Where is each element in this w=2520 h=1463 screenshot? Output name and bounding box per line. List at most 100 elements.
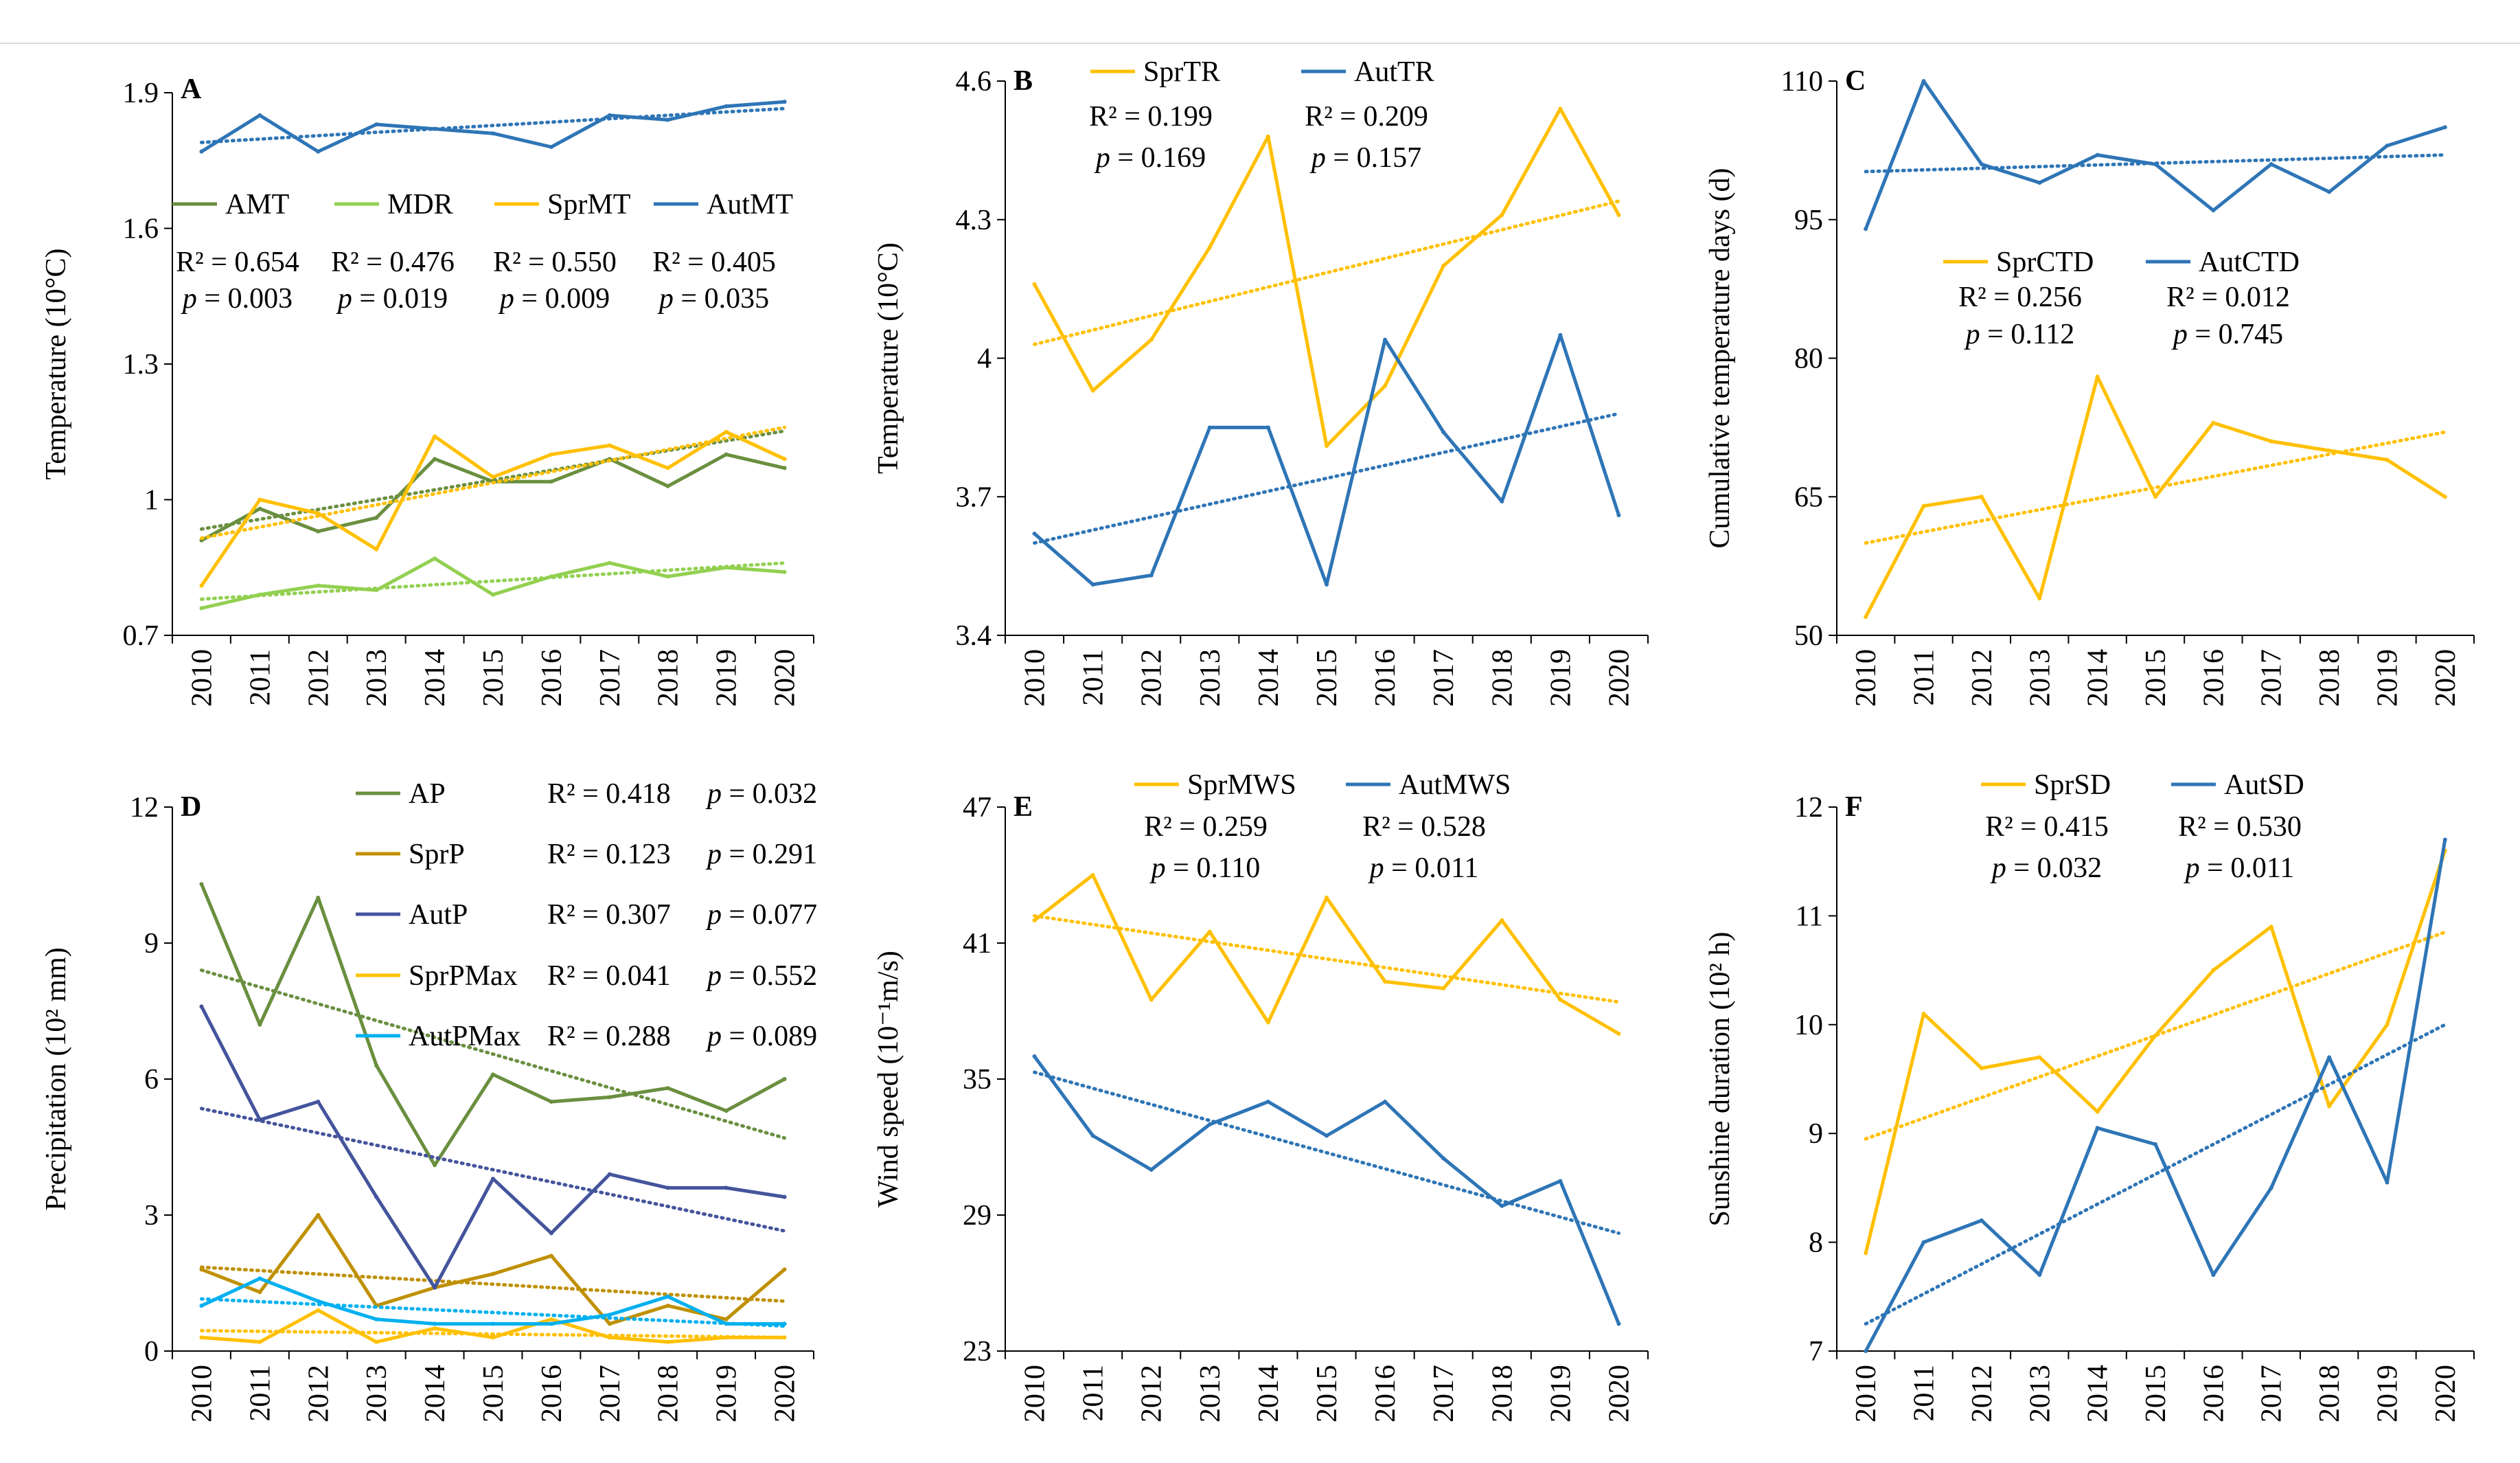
- data-point: [257, 506, 262, 511]
- data-point: [491, 592, 495, 597]
- data-point: [1265, 1020, 1270, 1025]
- series-sprp: [199, 1213, 787, 1326]
- y-tick-label: 4: [977, 343, 992, 375]
- y-tick-label: 12: [130, 792, 159, 824]
- x-tick-label: 2014: [2083, 1365, 2114, 1422]
- data-point: [257, 1276, 262, 1281]
- x-tick-label: 2016: [2198, 649, 2230, 707]
- data-point: [199, 1304, 204, 1308]
- data-point: [549, 1231, 553, 1236]
- x-tick-label: 2013: [2024, 1365, 2056, 1422]
- data-point: [2385, 1022, 2390, 1027]
- r-squared-label: R² = 0.476: [331, 247, 455, 278]
- data-point: [549, 1100, 553, 1104]
- data-point: [1325, 444, 1329, 449]
- y-axis-title: Temperature (10°C): [41, 249, 72, 480]
- data-point: [316, 1308, 321, 1313]
- data-point: [724, 1317, 729, 1322]
- p-value-label: p = 0.157: [1309, 142, 1421, 174]
- x-tick-label: 2012: [1967, 649, 1998, 707]
- trend-line: [199, 1328, 787, 1339]
- y-tick-label: 35: [963, 1064, 992, 1096]
- data-point: [665, 1294, 670, 1299]
- data-point: [491, 1335, 495, 1340]
- data-point: [2211, 968, 2216, 973]
- stat-autmws: R² = 0.528 p = 0.011: [1362, 811, 1486, 884]
- p-value-label: p = 0.035: [657, 283, 769, 315]
- data-point: [782, 1267, 787, 1272]
- data-point: [1090, 873, 1095, 877]
- legend-label: AutCTD: [2199, 247, 2300, 278]
- x-tick-label: 2013: [361, 649, 393, 707]
- data-point: [607, 560, 612, 565]
- data-point: [2442, 125, 2447, 130]
- p-value-label: p = 0.077: [705, 899, 817, 931]
- data-point: [433, 1322, 437, 1326]
- series-autsd: [1864, 837, 2447, 1353]
- legend-label: AMT: [225, 189, 289, 220]
- r-squared-label: R² = 0.041: [547, 960, 671, 992]
- data-point: [1500, 1203, 1504, 1208]
- y-tick-label: 80: [1794, 343, 1823, 375]
- data-point: [316, 149, 321, 154]
- data-point: [433, 556, 437, 561]
- data-point: [374, 1339, 379, 1344]
- x-tick-label: 2014: [2083, 649, 2114, 707]
- x-tick-label: 2019: [711, 1365, 743, 1422]
- stat-autp: R² = 0.307 p = 0.077: [547, 899, 817, 931]
- data-point: [433, 126, 437, 131]
- x-tick-label: 2012: [303, 1365, 334, 1422]
- series-sprtr: [1032, 106, 1621, 449]
- x-tick-label: 2020: [1603, 1365, 1635, 1422]
- y-tick-label: 110: [1781, 66, 1823, 98]
- x-tick-label: 2011: [244, 1365, 276, 1421]
- data-point: [433, 1326, 437, 1330]
- data-point: [665, 117, 670, 122]
- data-point: [374, 1194, 379, 1199]
- data-point: [2153, 1142, 2157, 1147]
- x-tick-label: 2012: [1136, 1365, 1168, 1422]
- data-point: [257, 1118, 262, 1122]
- data-point: [1383, 383, 1388, 388]
- data-point: [782, 569, 787, 574]
- panel-a: 0.7 1 1.3 1.6 1.9 2010 2011 2012 2013 2014 2015 201…: [41, 73, 814, 707]
- y-tick-label: 23: [963, 1336, 992, 1368]
- data-point: [2037, 1055, 2042, 1060]
- stat-sprsd: R² = 0.415 p = 0.032: [1985, 811, 2109, 884]
- data-point: [2442, 837, 2447, 842]
- y-tick-label: 0.7: [123, 620, 159, 652]
- x-tick-label: 2017: [1428, 649, 1460, 707]
- data-point: [316, 1213, 321, 1217]
- data-point: [1979, 162, 1984, 167]
- trend-line: [199, 1297, 787, 1328]
- series-line: [1033, 1055, 1620, 1325]
- data-point: [2385, 1180, 2390, 1185]
- legend-label: MDR: [387, 189, 453, 220]
- x-tick-label: 2014: [1253, 1365, 1285, 1422]
- legend-label: SprP: [409, 839, 465, 870]
- data-point: [1616, 1032, 1621, 1036]
- data-point: [782, 100, 787, 104]
- x-tick-label: 2018: [2314, 649, 2346, 707]
- data-point: [199, 1267, 204, 1272]
- data-point: [2327, 1055, 2332, 1060]
- data-point: [607, 113, 612, 117]
- data-point: [1979, 495, 1984, 499]
- y-tick-label: 1.6: [123, 214, 159, 245]
- x-tick-label: 2010: [1851, 649, 1882, 707]
- data-point: [316, 1299, 321, 1304]
- data-point: [374, 515, 379, 520]
- series-line: [1033, 333, 1620, 587]
- legend-item-amt: AMT: [172, 189, 289, 220]
- data-point: [316, 511, 321, 516]
- data-point: [1500, 213, 1504, 218]
- data-point: [549, 1322, 553, 1326]
- legend-item-autsd: AutSD: [2171, 769, 2304, 801]
- legend-label: SprSD: [2034, 769, 2111, 801]
- p-value-label: p = 0.011: [2184, 852, 2295, 884]
- data-point: [2095, 1109, 2100, 1114]
- data-point: [724, 1335, 729, 1340]
- r-squared-label: R² = 0.209: [1305, 101, 1428, 133]
- data-point: [1032, 282, 1037, 286]
- x-tick-label: 2016: [1370, 1365, 1401, 1422]
